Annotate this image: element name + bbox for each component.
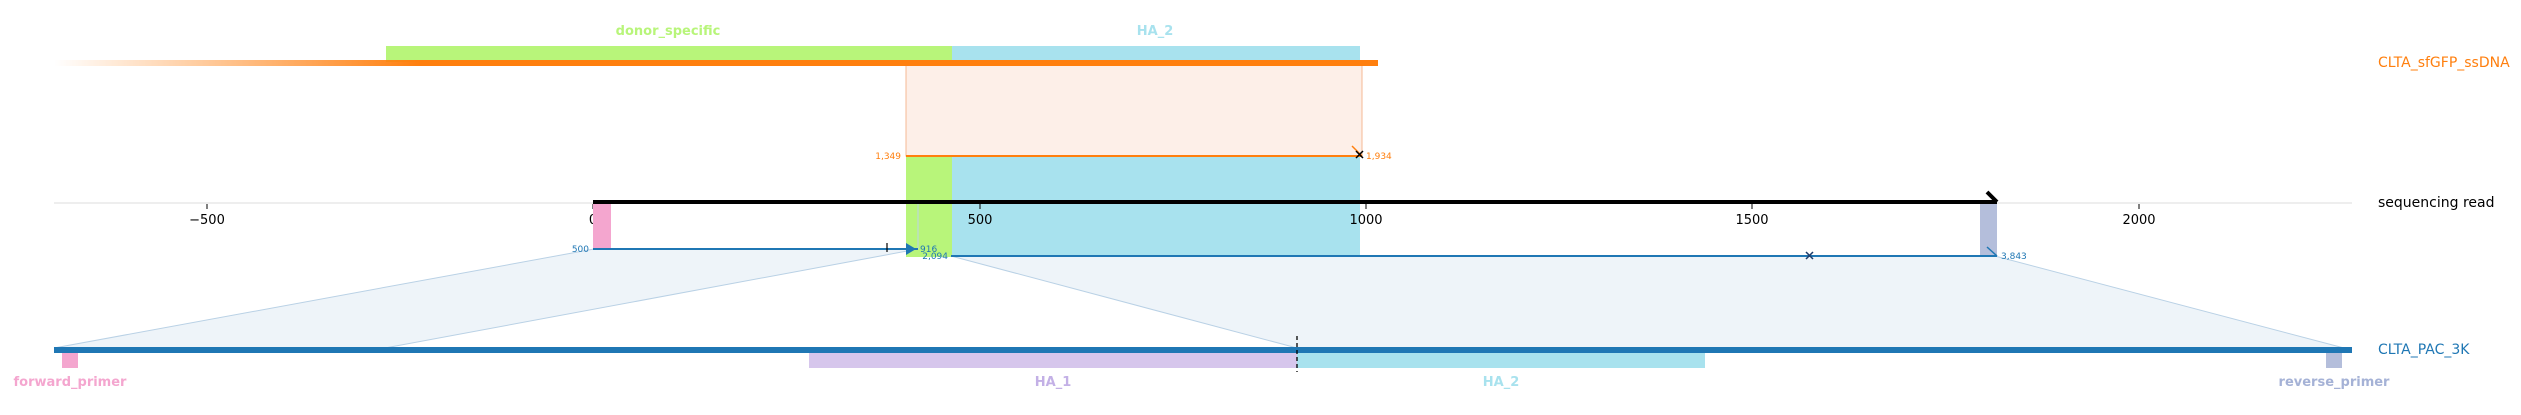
target-left-alignment-arrowhead xyxy=(906,243,916,255)
read-ha2-block xyxy=(952,156,1360,257)
donor-alignment-mismatch xyxy=(1355,150,1364,159)
read-reverse-primer-block xyxy=(1980,204,1997,256)
target-left-alignment-start: 500 xyxy=(572,245,589,255)
axis-tick-label: 2000 xyxy=(2122,213,2155,228)
donor-alignment-end: 1,934 xyxy=(1366,152,1392,162)
target-left-alignment-end: 916 xyxy=(920,245,937,255)
donor-name-label: CLTA_sfGFP_ssDNA xyxy=(2378,55,2510,71)
target-right-alignment-arrowhead xyxy=(1986,246,1998,257)
donor-feature-label-donor-specific: donor_specific xyxy=(616,24,721,39)
axis-tick-label: 1000 xyxy=(1349,213,1382,228)
read-forward-primer-block xyxy=(593,204,611,249)
target-left-alignment-region xyxy=(53,248,919,349)
donor-alignment-start: 1,349 xyxy=(875,152,901,162)
read-name-label: sequencing read xyxy=(2378,195,2494,211)
target-feature-ha1 xyxy=(809,353,1297,368)
donor-sequence-line xyxy=(420,60,1378,66)
target-right-mismatch xyxy=(1805,251,1814,260)
target-feature-label-ha1: HA_1 xyxy=(1035,375,1072,390)
donor-alignment-region xyxy=(905,63,1363,157)
target-right-alignment-end: 3,843 xyxy=(2001,252,2027,262)
target-right-alignment-region xyxy=(950,255,2345,349)
target-feature-label-reverse-primer: reverse_primer xyxy=(2279,375,2391,390)
target-feature-forward-primer xyxy=(62,353,78,368)
axis-tick-label: 1500 xyxy=(1735,213,1768,228)
target-sequence-line xyxy=(54,347,2352,353)
target-right-alignment-start: 2,094 xyxy=(922,252,948,262)
read-donor-specific-block xyxy=(906,156,952,257)
target-feature-reverse-primer xyxy=(2326,353,2342,368)
donor-feature-ha2 xyxy=(952,46,1360,62)
target-name-label: CLTA_PAC_3K xyxy=(2378,342,2470,358)
axis-tick-label: 500 xyxy=(968,213,993,228)
donor-sequence-fade xyxy=(54,60,420,66)
donor-feature-donor-specific xyxy=(386,46,952,62)
target-feature-ha2 xyxy=(1297,353,1705,368)
sequencing-read-arrowhead xyxy=(1985,190,1999,204)
target-feature-label-forward-primer: forward_primer xyxy=(14,375,128,390)
axis-tick-label: −500 xyxy=(189,213,225,228)
donor-feature-label-ha2: HA_2 xyxy=(1137,24,1174,39)
target-feature-label-ha2: HA_2 xyxy=(1483,375,1520,390)
